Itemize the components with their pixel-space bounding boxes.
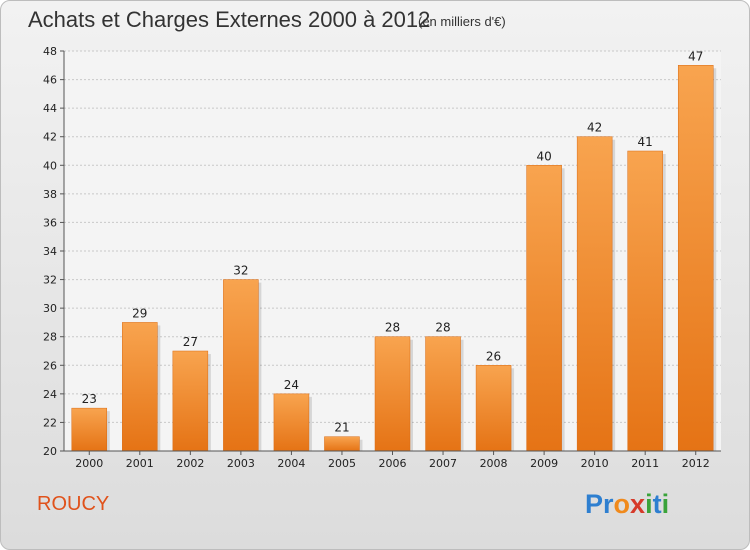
logo-letter: o — [613, 489, 631, 519]
bar-2000 — [71, 407, 108, 452]
bar-value-label: 24 — [284, 378, 299, 392]
bar-2005 — [324, 436, 360, 452]
x-tick-label: 2007 — [429, 457, 457, 470]
bar-2011 — [627, 150, 663, 452]
y-tick-label: 24 — [43, 388, 57, 401]
x-tick-label: 2005 — [328, 457, 356, 470]
bar-value-label: 47 — [688, 49, 703, 63]
bar-value-label: 32 — [233, 264, 248, 278]
bar-value-label: 28 — [385, 321, 400, 335]
bar-2007 — [425, 336, 461, 452]
bar-value-label: 40 — [536, 149, 551, 163]
y-tick-label: 42 — [43, 131, 57, 144]
y-tick-label: 30 — [43, 302, 57, 315]
bar-2002 — [172, 350, 209, 452]
y-tick-label: 28 — [43, 331, 57, 344]
x-tick-label: 2009 — [530, 457, 558, 470]
bar-2001 — [122, 322, 158, 452]
bar-value-label: 27 — [183, 335, 198, 349]
x-tick-label: 2000 — [75, 457, 103, 470]
y-tick-label: 40 — [43, 159, 57, 172]
bar-value-label: 21 — [334, 421, 349, 435]
x-tick-label: 2004 — [277, 457, 305, 470]
y-tick-label: 34 — [43, 245, 57, 258]
x-tick-label: 2006 — [379, 457, 407, 470]
y-tick-label: 48 — [43, 45, 57, 58]
y-tick-label: 20 — [43, 445, 57, 458]
bar-value-label: 23 — [82, 392, 97, 406]
proxiti-logo: Proxiti — [585, 489, 669, 520]
chart-title: Achats et Charges Externes 2000 à 2012 — [28, 7, 431, 32]
bar-2006 — [374, 336, 411, 452]
bar-2004 — [273, 393, 310, 452]
logo-letter: x — [630, 489, 646, 519]
chart-subtitle: (en milliers d'€) — [418, 14, 506, 29]
logo-letter: r — [603, 489, 614, 519]
y-tick-label: 26 — [43, 359, 57, 372]
logo-letter: t — [652, 489, 662, 519]
y-tick-label: 36 — [43, 216, 57, 229]
bar-value-label: 41 — [638, 135, 653, 149]
bar-2009 — [526, 165, 562, 452]
y-tick-label: 44 — [43, 102, 57, 115]
commune-name: ROUCY — [37, 493, 110, 515]
x-tick-label: 2012 — [682, 457, 710, 470]
x-tick-label: 2003 — [227, 457, 255, 470]
bar-value-label: 29 — [132, 306, 147, 320]
bar-2010 — [576, 136, 613, 452]
x-tick-label: 2010 — [581, 457, 609, 470]
logo-letter: i — [661, 489, 670, 519]
bar-value-label: 26 — [486, 349, 501, 363]
y-tick-label: 46 — [43, 74, 57, 87]
bar-value-label: 42 — [587, 121, 602, 135]
y-tick-label: 38 — [43, 188, 57, 201]
x-tick-label: 2008 — [480, 457, 508, 470]
bar-2003 — [223, 279, 259, 452]
y-tick-label: 22 — [43, 416, 57, 429]
bar-2012 — [677, 65, 714, 452]
x-tick-label: 2002 — [176, 457, 204, 470]
bar-value-label: 28 — [435, 321, 450, 335]
logo-letter: i — [645, 489, 653, 519]
logo-letter: P — [585, 489, 604, 519]
bar-2008 — [475, 365, 512, 452]
x-tick-label: 2011 — [631, 457, 659, 470]
x-tick-label: 2001 — [126, 457, 154, 470]
y-tick-label: 32 — [43, 274, 57, 287]
